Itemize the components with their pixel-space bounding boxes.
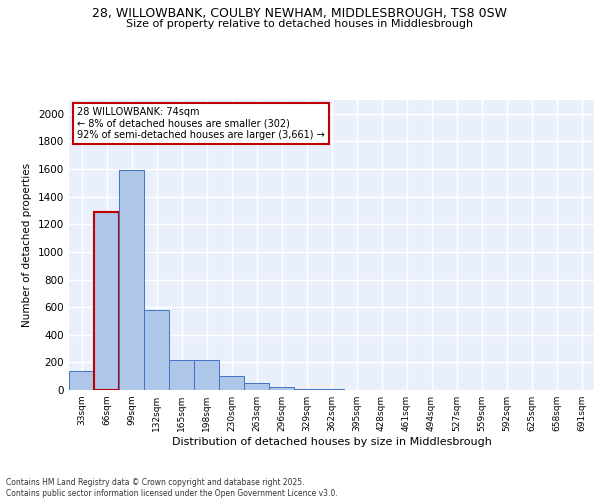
Text: 28, WILLOWBANK, COULBY NEWHAM, MIDDLESBROUGH, TS8 0SW: 28, WILLOWBANK, COULBY NEWHAM, MIDDLESBR… xyxy=(92,8,508,20)
Bar xyxy=(269,386,294,390)
Bar xyxy=(244,383,269,390)
Bar xyxy=(169,360,194,390)
Bar xyxy=(69,370,94,390)
X-axis label: Distribution of detached houses by size in Middlesbrough: Distribution of detached houses by size … xyxy=(172,437,491,447)
Bar xyxy=(119,170,144,390)
Bar xyxy=(194,360,219,390)
Bar xyxy=(94,212,119,390)
Y-axis label: Number of detached properties: Number of detached properties xyxy=(22,163,32,327)
Bar xyxy=(219,376,244,390)
Bar xyxy=(294,388,319,390)
Text: Size of property relative to detached houses in Middlesbrough: Size of property relative to detached ho… xyxy=(127,19,473,29)
Bar xyxy=(144,310,169,390)
Text: Contains HM Land Registry data © Crown copyright and database right 2025.
Contai: Contains HM Land Registry data © Crown c… xyxy=(6,478,338,498)
Text: 28 WILLOWBANK: 74sqm
← 8% of detached houses are smaller (302)
92% of semi-detac: 28 WILLOWBANK: 74sqm ← 8% of detached ho… xyxy=(77,108,325,140)
